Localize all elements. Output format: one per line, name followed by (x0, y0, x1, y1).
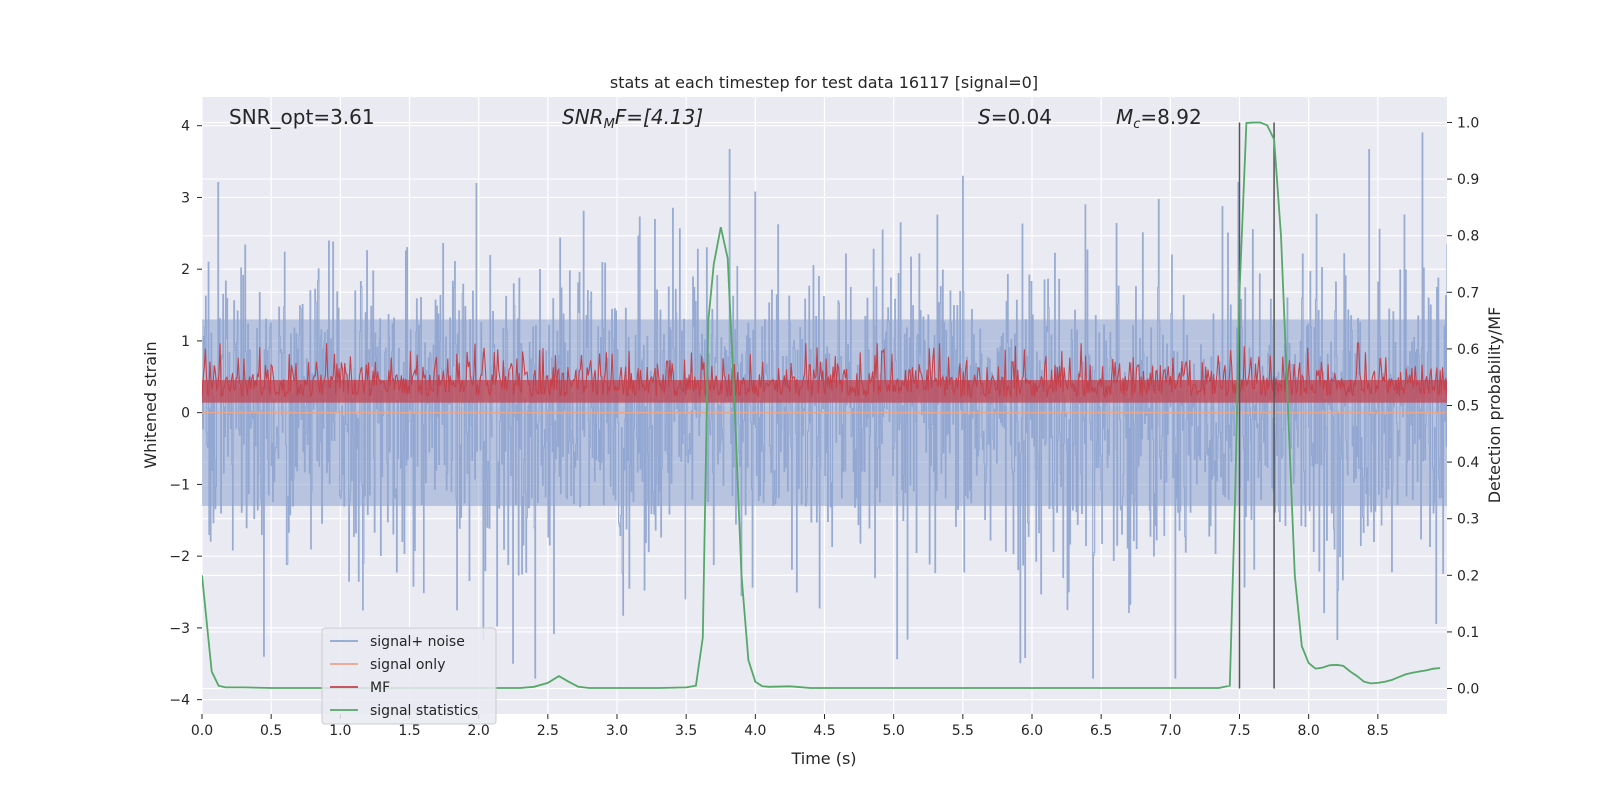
s-annotation: S=0.04 (978, 105, 1052, 129)
x-tick-label: 7.5 (1228, 723, 1250, 739)
x-tick-label: 1.0 (329, 723, 351, 739)
left-axis-label: Whitened strain (141, 341, 160, 468)
left-axis-ticks: 4 3 2 1 0 −1 −2 −3 −4 (169, 119, 202, 709)
x-tick-label: 2.0 (468, 723, 490, 739)
x-tick-label: 3.5 (675, 723, 697, 739)
left-tick-label: −2 (169, 549, 190, 565)
right-tick-label: 0.0 (1457, 682, 1479, 698)
mf-density (202, 380, 1447, 403)
right-tick-label: 0.7 (1457, 285, 1479, 301)
x-tick-label: 6.5 (1090, 723, 1112, 739)
right-tick-label: 0.4 (1457, 455, 1479, 471)
x-tick-label: 0.0 (191, 723, 213, 739)
right-tick-label: 0.1 (1457, 625, 1479, 641)
legend-label-signal-only: signal only (370, 657, 445, 673)
left-tick-label: 0 (181, 406, 190, 422)
legend-label-mf: MF (370, 680, 390, 696)
mc-annotation: Mc=8.92 (1116, 105, 1202, 132)
left-tick-label: 3 (181, 190, 190, 206)
right-tick-label: 0.5 (1457, 399, 1479, 415)
right-axis-label: Detection probability/MF (1485, 307, 1504, 504)
left-tick-label: −4 (169, 693, 190, 709)
right-tick-label: 0.3 (1457, 512, 1479, 528)
right-axis-ticks: 1.0 0.9 0.8 0.7 0.6 0.5 0.4 0.3 0.2 0.1 0.0 (1447, 115, 1479, 698)
right-tick-label: 1.0 (1457, 115, 1479, 131)
x-tick-label: 2.5 (537, 723, 559, 739)
x-axis-ticks: 0.0 0.5 1.0 1.5 2.0 2.5 3.0 3.5 4.0 4.5 5.0 5.5 6.0 6… (191, 714, 1389, 739)
x-tick-label: 4.0 (744, 723, 766, 739)
snr-mf-annotation: SNRMF=[4.13] (562, 105, 703, 132)
event-markers (1238, 122, 1275, 689)
x-tick-label: 3.0 (606, 723, 628, 739)
x-tick-label: 8.0 (1298, 723, 1320, 739)
snr-opt-annotation: SNR_opt=3.61 (229, 105, 375, 129)
left-tick-label: 4 (181, 119, 190, 135)
x-tick-label: 0.5 (260, 723, 282, 739)
legend: signal+ noise signal only MF signal stat… (321, 627, 497, 725)
right-tick-label: 0.8 (1457, 229, 1479, 245)
right-tick-label: 0.2 (1457, 568, 1479, 584)
x-tick-label: 5.5 (952, 723, 974, 739)
legend-label-signal-statistics: signal statistics (370, 703, 478, 719)
x-tick-label: 4.5 (813, 723, 835, 739)
left-tick-label: −3 (169, 621, 190, 637)
legend-box (321, 627, 497, 725)
x-axis-label: Time (s) (790, 749, 856, 768)
x-tick-label: 7.0 (1159, 723, 1181, 739)
x-tick-label: 5.0 (883, 723, 905, 739)
right-tick-label: 0.9 (1457, 172, 1479, 188)
x-tick-label: 1.5 (398, 723, 420, 739)
left-tick-label: 1 (181, 334, 190, 350)
legend-label-signal-noise: signal+ noise (370, 634, 465, 650)
signal-statistics-series (202, 121, 1441, 689)
x-tick-label: 8.5 (1367, 723, 1389, 739)
x-tick-label: 6.0 (1021, 723, 1043, 739)
right-tick-label: 0.6 (1457, 342, 1479, 358)
chart-title: stats at each timestep for test data 161… (610, 73, 1038, 92)
left-tick-label: −1 (169, 477, 190, 493)
left-tick-label: 2 (181, 262, 190, 278)
